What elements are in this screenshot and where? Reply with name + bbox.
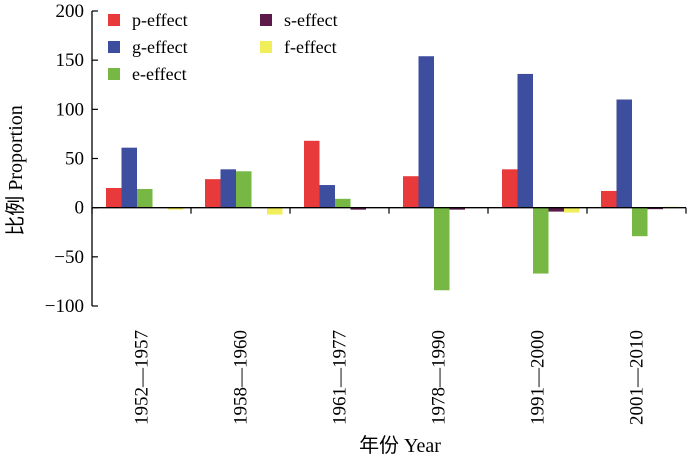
bar-e-effect-2001—2010 — [632, 207, 648, 237]
y-tick-label: 150 — [56, 50, 85, 71]
bar-p-effect-1978—1990 — [403, 176, 419, 208]
bar-e-effect-1991—2000 — [533, 207, 549, 274]
bar-p-effect-1991—2000 — [502, 169, 518, 208]
bar-s-effect-1961—1977 — [350, 207, 366, 210]
legend-item-f-effect: f-effect — [260, 37, 337, 57]
bar-p-effect-1961—1977 — [304, 140, 320, 208]
legend-label: p-effect — [132, 10, 188, 30]
x-tick-label: 1978—1990 — [429, 330, 450, 425]
legend-item-p-effect: p-effect — [108, 10, 188, 30]
y-tick-label: 100 — [56, 99, 85, 120]
y-axis-label: 比例 Proportion — [4, 105, 27, 236]
y-tick-label: −100 — [45, 296, 84, 317]
bar-f-effect-1958—1960 — [267, 207, 283, 215]
legend-item-g-effect: g-effect — [108, 37, 188, 57]
x-tick-label: 1991—2000 — [528, 330, 549, 425]
bar-s-effect-2001—2010 — [647, 207, 663, 210]
y-ticks-layer: −100 −50 0 50 100 150 200 — [45, 1, 98, 317]
legend-label: s-effect — [284, 10, 338, 30]
legend-item-e-effect: e-effect — [108, 64, 187, 84]
y-tick-label: 50 — [65, 149, 84, 170]
legend-swatch — [108, 68, 120, 80]
legend-swatch — [260, 41, 272, 53]
bar-e-effect-1961—1977 — [335, 198, 351, 208]
bar-e-effect-1952—1957 — [137, 188, 153, 208]
bar-p-effect-1952—1957 — [106, 188, 122, 208]
bar-g-effect-1991—2000 — [517, 73, 533, 208]
bar-s-effect-1991—2000 — [548, 207, 564, 212]
bar-g-effect-1958—1960 — [220, 169, 236, 208]
y-tick-label: −50 — [54, 247, 84, 268]
bar-e-effect-1958—1960 — [236, 171, 252, 208]
legend-label: g-effect — [132, 37, 188, 57]
legend-swatch — [108, 41, 120, 53]
legend-item-s-effect: s-effect — [260, 10, 338, 30]
bar-e-effect-1978—1990 — [434, 207, 450, 291]
legend-label: f-effect — [284, 37, 337, 57]
x-ticks-layer: 1952—1957 1958—1960 1961—1977 1978—1990 1991… — [132, 330, 648, 425]
bar-f-effect-1991—2000 — [564, 207, 580, 213]
x-axis-label: 年份 Year — [359, 434, 441, 457]
legend-swatch — [108, 14, 120, 26]
bars-layer — [106, 56, 679, 291]
bar-g-effect-1978—1990 — [418, 56, 434, 208]
bar-g-effect-1952—1957 — [121, 147, 137, 208]
bar-g-effect-1961—1977 — [319, 185, 335, 208]
legend: p-effect g-effect e-effect s-effect f-effect — [108, 10, 338, 84]
bar-s-effect-1978—1990 — [449, 207, 465, 210]
bar-p-effect-2001—2010 — [601, 190, 617, 208]
x-tick-label: 1958—1960 — [231, 330, 252, 425]
y-tick-label: 200 — [56, 1, 85, 22]
x-tick-label: 1952—1957 — [132, 330, 153, 425]
legend-swatch — [260, 14, 272, 26]
legend-label: e-effect — [132, 64, 187, 84]
x-tick-label: 2001—2010 — [627, 330, 648, 425]
bar-p-effect-1958—1960 — [205, 179, 221, 208]
y-tick-label: 0 — [75, 198, 85, 219]
bar-g-effect-2001—2010 — [616, 99, 632, 208]
x-tick-label: 1961—1977 — [330, 330, 351, 425]
bar-f-effect-1952—1957 — [168, 207, 184, 210]
